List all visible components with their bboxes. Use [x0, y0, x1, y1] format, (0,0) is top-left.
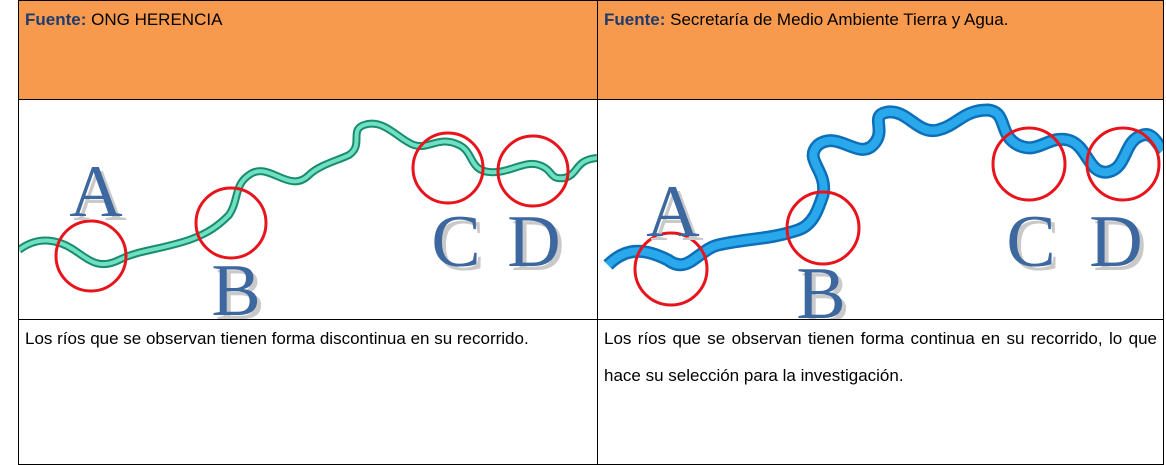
- label-shadow: A: [650, 175, 703, 257]
- label-shadow: B: [800, 257, 849, 319]
- description-cell: Los ríos que se observan tienen forma di…: [18, 319, 598, 465]
- header-source: ONG HERENCIA: [91, 10, 223, 29]
- image-label: B: [796, 253, 845, 319]
- highlight-circle: [194, 186, 268, 260]
- river: [19, 121, 597, 267]
- label-shadow: A: [73, 155, 126, 237]
- river-map: A A B B C C D D: [603, 103, 1163, 319]
- image-cell: A A B B C C D D: [18, 99, 598, 320]
- header-row: Fuente: ONG HERENCIA Fuente: Secretaría …: [18, 0, 1164, 100]
- highlight-circle: [785, 190, 861, 266]
- image-label: B: [211, 250, 260, 319]
- image-label: C: [1006, 201, 1055, 283]
- image-row: A A B B C C D D A A B B C C D D: [18, 99, 1164, 320]
- label-shadow: C: [1010, 205, 1059, 287]
- image-label: D: [1089, 201, 1142, 283]
- image-label: A: [646, 171, 699, 253]
- image-label: C: [431, 201, 480, 283]
- image-cell: A A B B C C D D: [597, 99, 1164, 320]
- header-source: Secretaría de Medio Ambiente Tierra y Ag…: [670, 10, 1009, 29]
- comparison-table: Fuente: ONG HERENCIA Fuente: Secretaría …: [18, 0, 1164, 465]
- header-cell: Fuente: ONG HERENCIA: [18, 0, 598, 100]
- highlight-circle: [411, 131, 485, 205]
- highlight-circle: [54, 219, 128, 293]
- header-cell: Fuente: Secretaría de Medio Ambiente Tie…: [597, 0, 1164, 100]
- description-cell: Los ríos que se observan tienen forma co…: [597, 319, 1164, 465]
- highlight-circle: [633, 231, 709, 307]
- highlight-circle: [1085, 126, 1161, 202]
- label-shadow: D: [1093, 205, 1146, 287]
- label-shadow: C: [435, 205, 484, 287]
- river: [605, 105, 1163, 269]
- river-map: A A B B C C D D: [19, 119, 597, 319]
- label-shadow: B: [215, 254, 264, 319]
- description-row: Los ríos que se observan tienen forma di…: [18, 319, 1164, 465]
- highlight-circle: [991, 126, 1067, 202]
- header-label: Fuente:: [25, 10, 87, 29]
- label-shadow: D: [511, 205, 564, 287]
- image-label: D: [507, 201, 560, 283]
- image-label: A: [69, 151, 122, 233]
- header-label: Fuente:: [604, 10, 666, 29]
- highlight-circle: [496, 134, 570, 208]
